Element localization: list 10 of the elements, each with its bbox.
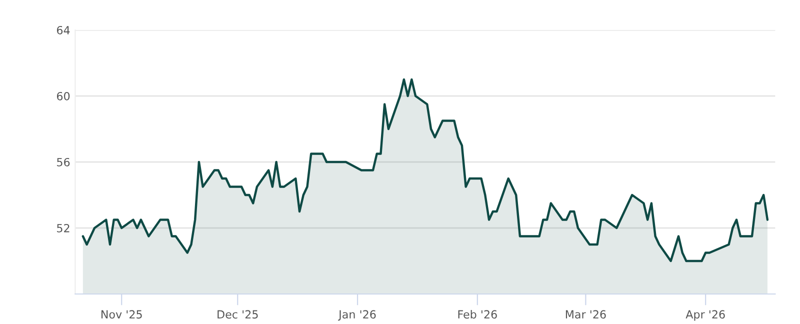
x-tick-label: Feb '26 — [458, 310, 497, 319]
y-tick-label: 60 — [56, 92, 70, 100]
x-tick-label: Apr '26 — [686, 310, 725, 321]
y-tick-label: 56 — [57, 158, 70, 166]
y-tick-label: 52 — [57, 224, 70, 232]
x-tick-label: Jan '26 — [338, 310, 376, 321]
x-tick-label: Mar '26 — [566, 310, 606, 319]
y-tick-label: 64 — [56, 26, 70, 34]
x-tick-label: Nov '25 — [101, 310, 142, 319]
x-tick-label: Dec '25 — [218, 310, 258, 319]
